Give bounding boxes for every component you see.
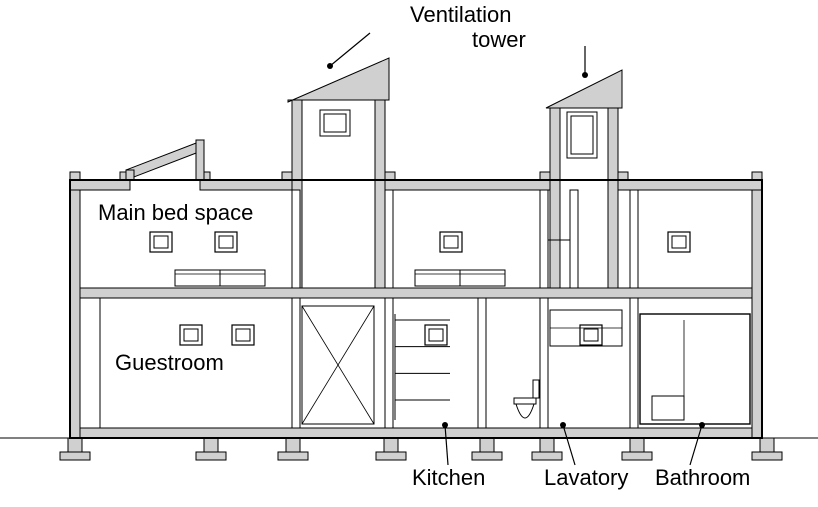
label-bathroom: Bathroom: [655, 465, 750, 490]
window: [180, 325, 202, 345]
label-ventilation: Ventilation: [410, 2, 512, 27]
window: [150, 232, 172, 252]
label-guestroom: Guestroom: [115, 350, 224, 375]
window: [232, 325, 254, 345]
window: [425, 325, 447, 345]
label-main-bed: Main bed space: [98, 200, 253, 225]
footings: [60, 438, 782, 460]
window: [215, 232, 237, 252]
building-section: [70, 58, 762, 438]
label-lavatory: Lavatory: [544, 465, 628, 490]
label-tower: tower: [472, 27, 526, 52]
window: [440, 232, 462, 252]
floor-section-drawing: Ventilation tower Main bed space Guestro…: [0, 0, 818, 507]
label-kitchen: Kitchen: [412, 465, 485, 490]
window: [668, 232, 690, 252]
